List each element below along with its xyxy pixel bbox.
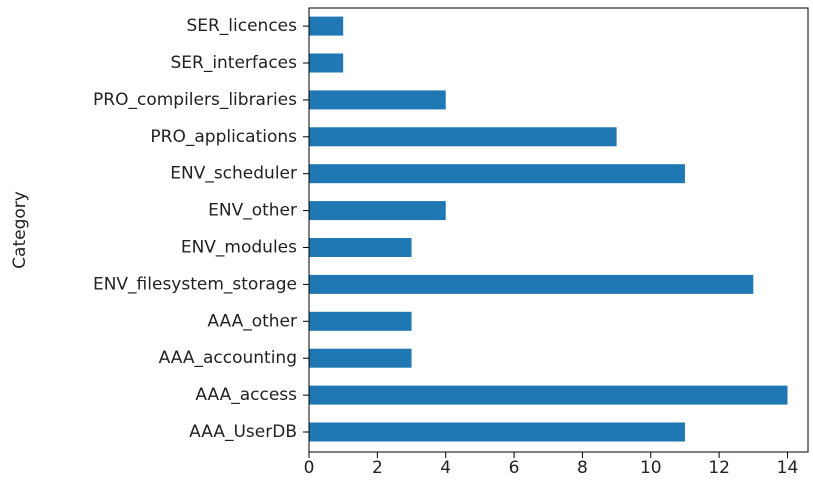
- y-axis-label: Category: [10, 191, 30, 269]
- bar: [309, 385, 788, 405]
- bar: [309, 16, 344, 36]
- x-tick-label: 14: [777, 458, 799, 478]
- x-tick-label: 8: [577, 458, 588, 478]
- bar: [309, 422, 685, 442]
- bar: [309, 311, 412, 331]
- y-tick-label: ENV_modules: [181, 238, 297, 258]
- y-tick-label: AAA_UserDB: [189, 422, 297, 442]
- y-tick-label: ENV_scheduler: [170, 164, 297, 184]
- bar: [309, 90, 446, 110]
- bar: [309, 274, 754, 294]
- plot-frame: [308, 7, 809, 453]
- x-tick-label: 2: [372, 458, 383, 478]
- y-tick-label: ENV_filesystem_storage: [93, 274, 297, 294]
- bar: [309, 238, 412, 257]
- bar: [309, 164, 685, 184]
- y-tick-label: SER_licences: [186, 16, 297, 36]
- y-tick-label: PRO_applications: [150, 127, 297, 147]
- x-tick-label: 6: [509, 458, 520, 478]
- x-tick-label: 12: [708, 458, 730, 478]
- bar: [309, 53, 344, 73]
- x-tick-label: 10: [640, 458, 662, 478]
- y-tick-label: AAA_other: [207, 311, 297, 331]
- y-tick-label: AAA_access: [195, 385, 297, 405]
- y-tick-label: AAA_accounting: [159, 348, 297, 368]
- y-tick-label: SER_interfaces: [170, 53, 297, 73]
- y-tick-label: ENV_other: [208, 201, 297, 221]
- bar: [309, 348, 412, 368]
- x-tick-label: 0: [304, 458, 315, 478]
- bar: [309, 127, 617, 147]
- y-tick-label: PRO_compilers_libraries: [93, 90, 297, 110]
- x-tick-label: 4: [440, 458, 451, 478]
- bar: [309, 201, 446, 221]
